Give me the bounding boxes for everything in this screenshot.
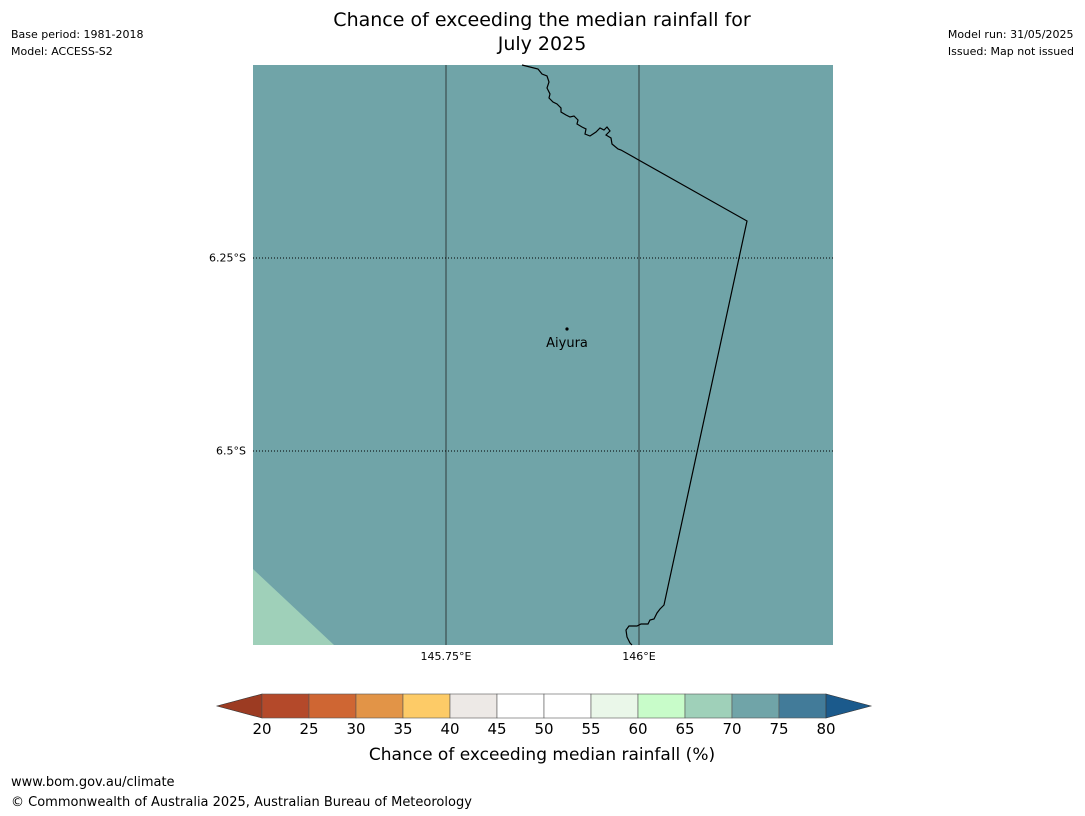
colorbar-segment [308, 693, 357, 719]
colorbar-segment [402, 693, 451, 719]
colorbar-tick-label: 25 [299, 720, 319, 738]
issued-status: Issued: Map not issued [947, 45, 1074, 58]
colorbar-label: Chance of exceeding median rainfall (%) [368, 745, 716, 765]
colorbar-under-arrow [215, 693, 263, 719]
colorbar-segment [261, 693, 310, 719]
base-period: Base period: 1981-2018 [11, 28, 144, 41]
model-name: Model: ACCESS-S2 [11, 45, 113, 58]
colorbar-segment [778, 693, 827, 719]
colorbar-over-arrow [825, 693, 873, 719]
title-line-2: July 2025 [497, 33, 587, 55]
colorbar-segment [637, 693, 686, 719]
province-boundary [521, 64, 748, 646]
colorbar-tick-label: 75 [769, 720, 789, 738]
lon-label-146: 146°E [622, 650, 656, 663]
colorbar-segment [590, 693, 639, 719]
footer-copyright: © Commonwealth of Australia 2025, Austra… [11, 795, 472, 810]
map-region-70-75 [253, 65, 833, 645]
colorbar-tick-label: 40 [440, 720, 460, 738]
colorbar-segment [496, 693, 545, 719]
colorbar-tick-label: 30 [346, 720, 366, 738]
colorbar-tick-label: 60 [628, 720, 648, 738]
colorbar-tick-label: 65 [675, 720, 695, 738]
lat-label-6-25: 6.25°S [209, 251, 246, 265]
colorbar-tick-label: 45 [487, 720, 507, 738]
meta-left: Base period: 1981-2018 Model: ACCESS-S2 [11, 26, 143, 60]
place-marker-aiyura [565, 327, 569, 331]
lat-label-6-5: 6.5°S [216, 444, 246, 458]
colorbar-tick-label: 80 [816, 720, 836, 738]
lon-label-145-75: 145.75°E [420, 650, 472, 663]
colorbar-tick-label: 70 [722, 720, 742, 738]
colorbar-tick-label: 50 [534, 720, 554, 738]
colorbar-segment [731, 693, 780, 719]
colorbar-tick-label: 35 [393, 720, 413, 738]
colorbar-segment [449, 693, 498, 719]
colorbar-segment [543, 693, 592, 719]
place-label-aiyura: Aiyura [546, 336, 588, 351]
colorbar-tick-label: 20 [252, 720, 272, 738]
colorbar-segment [355, 693, 404, 719]
model-run: Model run: 31/05/2025 [947, 28, 1074, 41]
footer-url: www.bom.gov.au/climate [11, 775, 175, 790]
meta-right: Model run: 31/05/2025 Issued: Map not is… [948, 26, 1074, 60]
map-region-65-70 [253, 569, 334, 645]
title-line-1: Chance of exceeding the median rainfall … [333, 9, 751, 31]
colorbar-segment [684, 693, 733, 719]
map-title: Chance of exceeding the median rainfall … [242, 8, 842, 56]
colorbar-tick-label: 55 [581, 720, 601, 738]
